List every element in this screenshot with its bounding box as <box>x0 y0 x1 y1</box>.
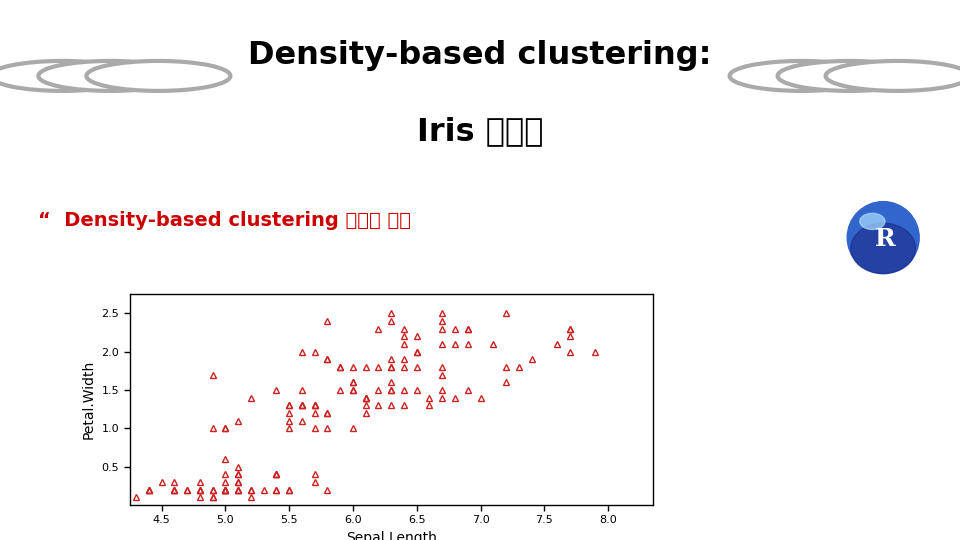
Ellipse shape <box>860 213 885 230</box>
Text: “  Density-based clustering 모델의 평가: “ Density-based clustering 모델의 평가 <box>38 211 412 229</box>
Text: Density-based clustering:: Density-based clustering: <box>249 40 711 71</box>
Ellipse shape <box>851 223 916 274</box>
Circle shape <box>86 61 230 91</box>
X-axis label: Sepal.Length: Sepal.Length <box>346 531 437 540</box>
Y-axis label: Petal.Width: Petal.Width <box>82 360 96 439</box>
Circle shape <box>38 61 182 91</box>
Circle shape <box>826 61 960 91</box>
Circle shape <box>0 61 134 91</box>
Circle shape <box>730 61 874 91</box>
Circle shape <box>848 201 920 274</box>
Text: Iris 데이터: Iris 데이터 <box>417 116 543 147</box>
Circle shape <box>778 61 922 91</box>
Text: plot(myiris.ds, myiris[c(1,4)]): plot(myiris.ds, myiris[c(1,4)]) <box>29 256 312 271</box>
Text: R: R <box>875 227 896 252</box>
